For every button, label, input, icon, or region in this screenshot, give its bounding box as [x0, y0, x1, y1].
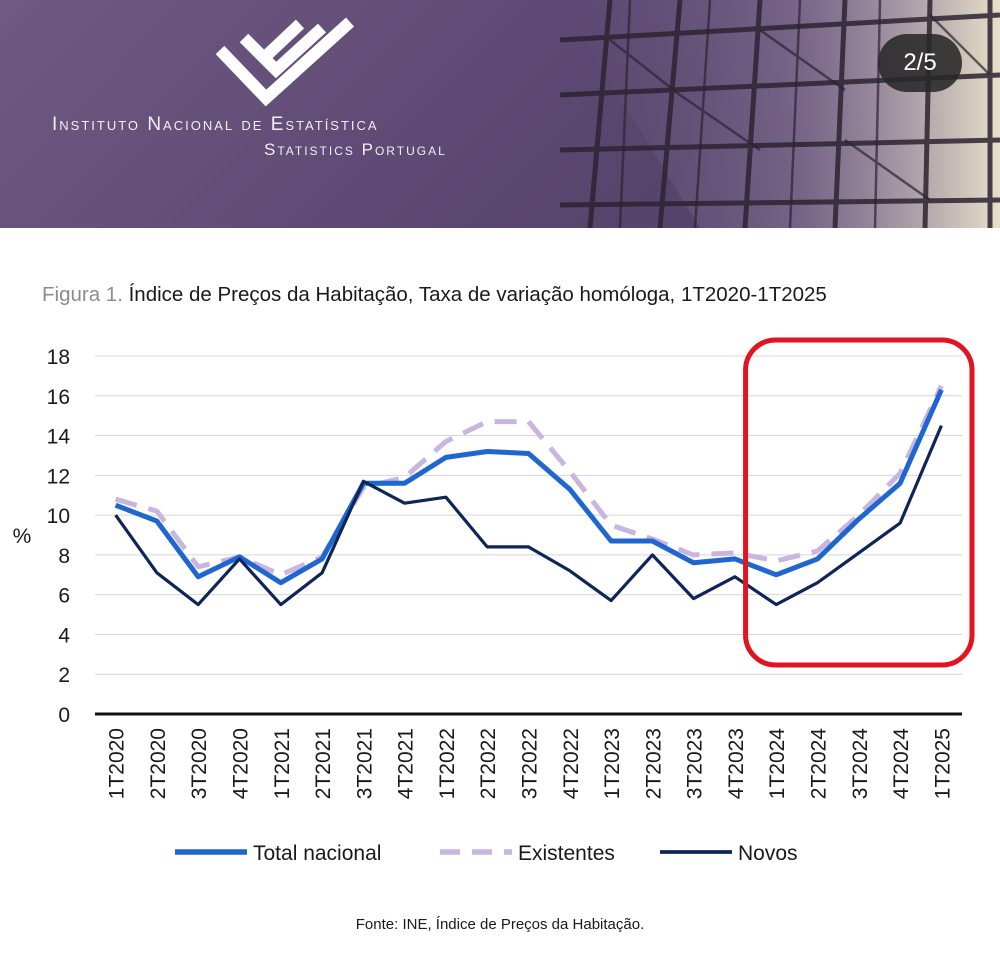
org-subtitle: Statistics Portugal [264, 140, 447, 159]
x-tick-label: 4T2021 [395, 728, 418, 799]
x-tick-label: 2T2024 [808, 728, 831, 800]
org-name: Instituto Nacional de Estatística [52, 114, 379, 135]
highlight-box [743, 337, 975, 668]
x-tick-label: 4T2023 [725, 728, 748, 799]
x-tick-label: 1T2023 [601, 728, 624, 799]
y-tick-label: 12 [47, 465, 70, 488]
legend-label: Novos [738, 842, 798, 865]
figure-title: Figura 1. Índice de Preços da Habitação,… [42, 283, 827, 307]
x-tick-label: 2T2023 [642, 728, 665, 799]
x-tick-label: 1T2024 [766, 728, 789, 800]
x-tick-label: 3T2020 [188, 728, 211, 799]
x-tick-label: 1T2022 [436, 728, 459, 799]
header-banner: Instituto Nacional de Estatística Statis… [0, 0, 1000, 228]
y-tick-label: 16 [47, 386, 70, 409]
y-tick-label: 2 [58, 664, 70, 687]
y-axis-ticks: 0 2 4 6 8 10 12 14 16 18 [47, 346, 71, 727]
series-line-novos [114, 424, 943, 607]
source-text: INE, Índice de Preços da Habitação. [402, 916, 645, 933]
source-label: Fonte: [355, 916, 399, 933]
x-tick-label: 3T2021 [353, 728, 376, 799]
x-tick-label: 3T2023 [684, 728, 707, 799]
y-tick-label: 8 [58, 545, 70, 568]
x-tick-label: 2T2021 [312, 728, 335, 799]
legend-label: Total nacional [253, 842, 381, 865]
x-tick-label: 2T2020 [147, 728, 170, 799]
x-axis-ticks: 1T2020 2T2020 3T2020 4T2020 1T2021 2T2021 3T20… [106, 728, 955, 800]
y-tick-label: 14 [47, 426, 71, 449]
figure-label: Figura 1. [42, 283, 123, 306]
x-tick-label: 4T2024 [890, 728, 913, 800]
x-tick-label: 1T2021 [271, 728, 294, 799]
y-tick-label: 6 [58, 585, 70, 608]
grid [95, 355, 962, 716]
x-tick-label: 4T2022 [560, 728, 583, 799]
x-tick-label: 3T2022 [519, 728, 542, 799]
legend: Total nacional Existentes Novos [175, 842, 798, 865]
y-tick-label: 4 [58, 624, 70, 647]
figure-title-text: Índice de Preços da Habitação, Taxa de v… [128, 283, 827, 306]
y-tick-label: 10 [47, 505, 70, 528]
x-tick-label: 1T2020 [106, 728, 129, 799]
legend-label: Existentes [518, 842, 615, 865]
x-tick-label: 1T2025 [931, 728, 954, 799]
source-note: Fonte: INE, Índice de Preços da Habitaçã… [0, 916, 1000, 933]
x-tick-label: 2T2022 [477, 728, 500, 799]
y-axis-label: % [13, 525, 32, 548]
x-tick-label: 4T2020 [230, 728, 253, 799]
x-tick-label: 3T2024 [849, 728, 872, 800]
series-line-total-nacional [114, 388, 944, 586]
highlight [743, 337, 975, 668]
ine-logo-icon [215, 17, 355, 107]
y-tick-label: 0 [58, 704, 70, 727]
y-tick-label: 18 [47, 346, 70, 369]
line-chart: 0 2 4 6 8 10 12 14 16 18 1T2020 2T2020 3T2020 4T2020… [13, 337, 975, 865]
page-counter: 2/5 [878, 34, 962, 92]
series-lines [114, 384, 944, 607]
